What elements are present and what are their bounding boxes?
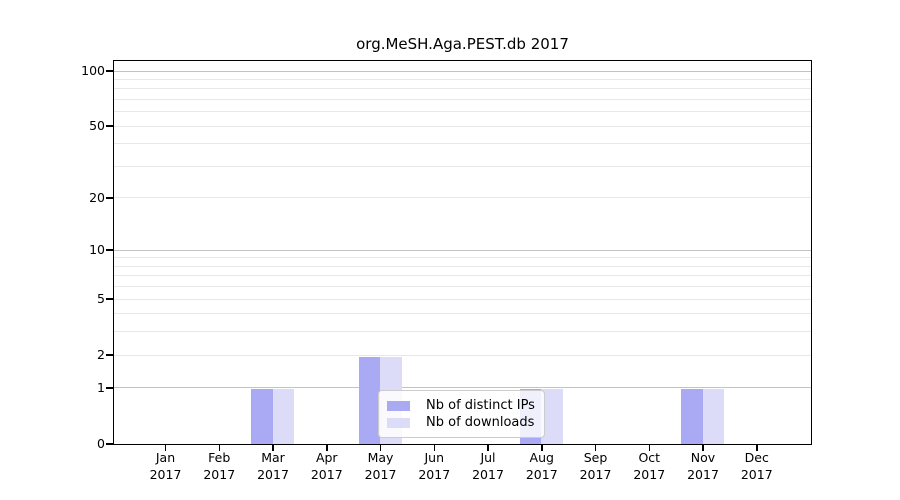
x-tick-month: Oct xyxy=(638,450,661,465)
y-axis-tick xyxy=(106,125,113,127)
x-axis-tick-label: Dec 2017 xyxy=(727,449,787,483)
y-axis-tick-label: 10 xyxy=(89,242,105,258)
x-tick-month: Aug xyxy=(529,450,554,465)
gridline-minor xyxy=(114,143,811,145)
y-axis-tick xyxy=(106,197,113,199)
x-tick-year: 2017 xyxy=(364,467,397,482)
x-tick-month: Feb xyxy=(208,450,231,465)
legend-item-downloads: Nb of downloads xyxy=(387,414,535,431)
gridline-major xyxy=(114,249,811,251)
x-axis-tick xyxy=(272,444,274,451)
x-tick-year: 2017 xyxy=(418,467,451,482)
gridline-minor xyxy=(114,275,811,277)
x-tick-year: 2017 xyxy=(579,467,612,482)
gridline-minor xyxy=(114,98,811,100)
legend-swatch-distinct-ips-icon xyxy=(387,400,410,411)
y-axis-tick xyxy=(106,249,113,251)
x-tick-month: Apr xyxy=(315,450,338,465)
y-axis-tick-label: 1 xyxy=(97,379,105,395)
gridline-minor xyxy=(114,111,811,113)
y-axis-tick xyxy=(106,443,113,445)
x-tick-month: Sep xyxy=(583,450,608,465)
x-tick-year: 2017 xyxy=(633,467,666,482)
x-tick-month: Jun xyxy=(424,450,445,465)
x-axis-tick-label: Jan 2017 xyxy=(136,449,196,483)
y-axis-tick xyxy=(106,354,113,356)
x-tick-month: Dec xyxy=(744,450,769,465)
y-axis-tick xyxy=(106,387,113,389)
x-tick-month: May xyxy=(367,450,394,465)
bar-distinct-ips xyxy=(681,389,703,444)
x-axis-tick-label: Jul 2017 xyxy=(458,449,518,483)
x-tick-year: 2017 xyxy=(525,467,558,482)
y-axis-tick xyxy=(106,70,113,72)
x-tick-year: 2017 xyxy=(472,467,504,482)
bar-downloads xyxy=(541,389,563,444)
x-tick-year: 2017 xyxy=(257,467,289,482)
x-axis-tick-label: Mar 2017 xyxy=(243,449,303,483)
x-tick-month: Nov xyxy=(690,450,716,465)
gridline-minor xyxy=(114,313,811,315)
x-axis-tick xyxy=(164,444,167,451)
gridline-minor xyxy=(114,165,811,167)
x-axis-tick-label: Feb 2017 xyxy=(189,449,249,483)
gridline-minor xyxy=(114,354,811,356)
bar-distinct-ips xyxy=(358,356,380,444)
y-axis-tick-label: 0 xyxy=(97,436,105,451)
gridline-minor xyxy=(114,197,811,199)
x-tick-year: 2017 xyxy=(310,467,343,482)
plot-area: Nb of distinct IPs Nb of downloads xyxy=(113,60,812,445)
gridline-major xyxy=(114,387,811,389)
x-axis-tick xyxy=(648,444,650,451)
legend-label-distinct-ips: Nb of distinct IPs xyxy=(426,398,535,413)
x-axis-tick xyxy=(756,444,758,451)
x-axis-tick xyxy=(379,444,382,451)
x-axis-tick xyxy=(702,444,704,451)
gridline-minor xyxy=(114,331,811,333)
x-tick-month: Mar xyxy=(261,450,285,465)
y-axis-tick-label: 20 xyxy=(89,189,105,205)
x-tick-month: Jan xyxy=(155,450,176,465)
x-axis-tick-label: Oct 2017 xyxy=(619,449,679,483)
bar-distinct-ips xyxy=(251,389,273,444)
chart-title: org.MeSH.Aga.PEST.db 2017 xyxy=(356,35,569,53)
gridline-minor xyxy=(114,125,811,127)
x-axis-tick-label: May 2017 xyxy=(351,449,411,483)
x-axis-tick-label: Apr 2017 xyxy=(297,449,357,483)
gridline-major xyxy=(114,70,811,72)
gridline-minor xyxy=(114,286,811,288)
x-tick-year: 2017 xyxy=(149,467,182,482)
gridline-minor xyxy=(114,298,811,300)
x-axis-tick-label: Nov 2017 xyxy=(673,449,733,483)
legend-swatch-downloads-icon xyxy=(387,417,410,428)
gridline-minor xyxy=(114,88,811,90)
legend-label-downloads: Nb of downloads xyxy=(426,415,535,430)
x-axis-tick xyxy=(541,444,543,451)
gridline-minor xyxy=(114,257,811,259)
y-axis-tick-label: 100 xyxy=(81,63,105,78)
y-axis-tick-label: 50 xyxy=(89,118,105,134)
x-axis-tick-label: Sep 2017 xyxy=(566,449,626,483)
x-axis-tick xyxy=(433,444,435,451)
x-tick-year: 2017 xyxy=(203,467,236,482)
x-axis-tick xyxy=(487,444,489,451)
x-tick-year: 2017 xyxy=(740,467,773,482)
y-axis-tick xyxy=(106,298,113,300)
x-tick-month: Jul xyxy=(480,450,496,465)
x-axis-tick xyxy=(594,444,597,451)
y-axis-tick-label: 2 xyxy=(97,347,105,363)
x-axis-tick xyxy=(218,444,220,451)
bar-downloads xyxy=(272,389,294,444)
legend: Nb of distinct IPs Nb of downloads xyxy=(378,390,545,438)
y-axis-tick-label: 5 xyxy=(97,291,105,307)
bar-downloads xyxy=(702,389,724,444)
x-axis-tick-label: Aug 2017 xyxy=(512,449,572,483)
gridline-minor xyxy=(114,265,811,267)
gridline-minor xyxy=(114,78,811,80)
x-tick-year: 2017 xyxy=(687,467,719,482)
legend-item-distinct-ips: Nb of distinct IPs xyxy=(387,397,535,414)
x-axis-tick xyxy=(326,444,328,451)
x-axis-tick-label: Jun 2017 xyxy=(404,449,464,483)
